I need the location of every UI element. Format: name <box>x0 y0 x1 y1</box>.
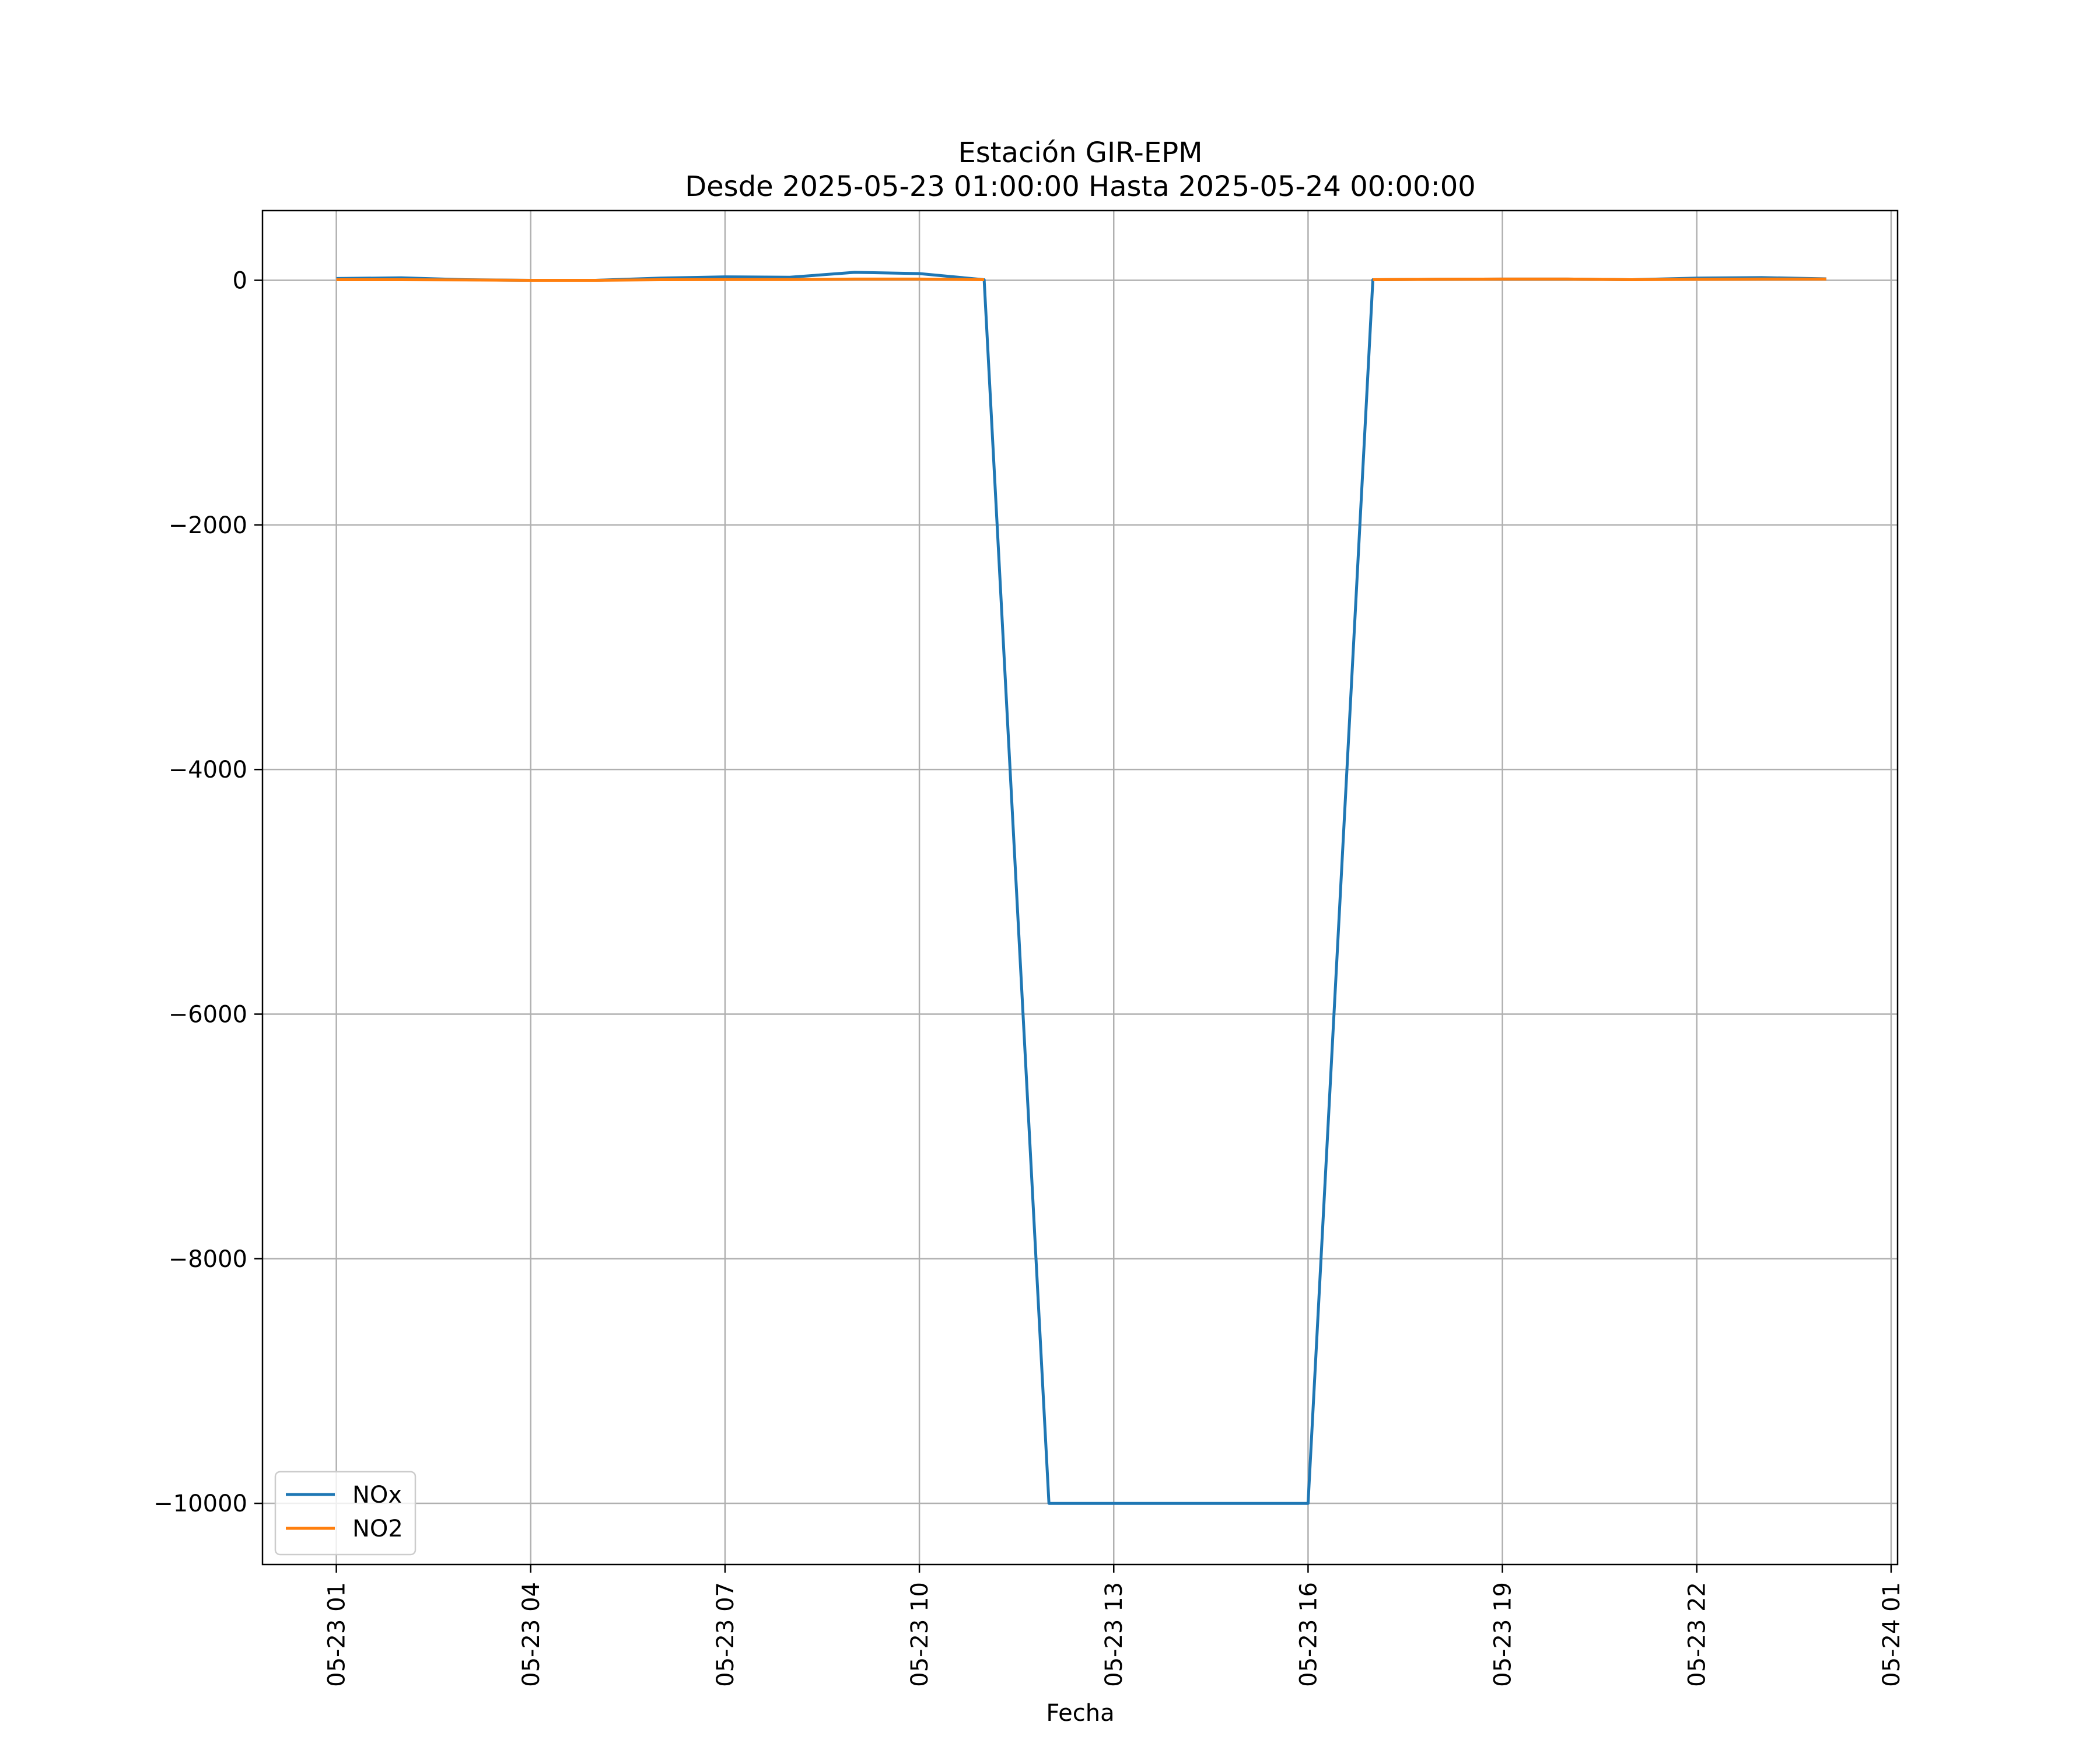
x-tick-label: 05-23 10 <box>907 1582 933 1687</box>
chart-subtitle: Desde 2025-05-23 01:00:00 Hasta 2025-05-… <box>685 170 1476 203</box>
x-axis-label: Fecha <box>1046 1700 1114 1727</box>
x-tick-label: 05-23 07 <box>712 1582 739 1687</box>
plot-frame <box>261 209 1899 1566</box>
series-line-no2 <box>336 277 1826 282</box>
x-tick-label: 05-23 04 <box>518 1582 545 1687</box>
x-tick-label: 05-23 19 <box>1490 1582 1517 1687</box>
x-tick-label: 05-23 01 <box>324 1582 351 1687</box>
y-tick-label: −4000 <box>169 757 247 783</box>
y-tick-label: −6000 <box>169 1002 247 1028</box>
y-tick-label: −10000 <box>153 1490 247 1517</box>
legend-frame <box>274 1471 416 1556</box>
series-layer <box>336 271 1826 1505</box>
y-tick-label: −8000 <box>169 1246 247 1273</box>
y-tick-label: 0 <box>233 268 247 295</box>
x-tick-label: 05-23 13 <box>1101 1582 1128 1687</box>
legend-label-no2: NO2 <box>352 1516 403 1542</box>
chart-title: Estación GIR-EPM <box>958 136 1202 169</box>
x-axis: 05-23 01 05-23 04 05-23 07 05-23 10 05-23 13… <box>324 1564 1905 1687</box>
x-tick-label: 05-24 01 <box>1878 1582 1905 1687</box>
y-tick-label: −2000 <box>169 512 247 539</box>
x-tick-label: 05-23 22 <box>1684 1582 1711 1687</box>
x-tick-label: 05-23 16 <box>1295 1582 1322 1687</box>
y-axis: 0 −2000 −4000 −6000 −8000 −10000 <box>153 268 262 1517</box>
legend: NOx NO2 <box>274 1471 416 1556</box>
legend-label-nox: NOx <box>352 1482 402 1508</box>
